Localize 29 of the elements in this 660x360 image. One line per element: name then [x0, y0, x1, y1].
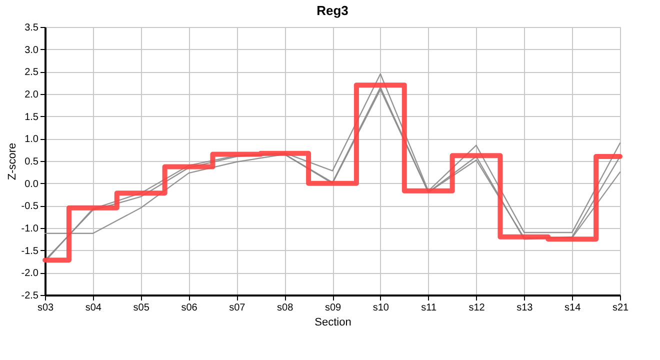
- x-tick-label: s04: [85, 302, 102, 314]
- y-tick-label: 1.5: [24, 112, 39, 123]
- chart-title: Reg3: [316, 3, 348, 18]
- x-tick-label: s13: [516, 302, 534, 314]
- x-tick-label: s08: [277, 302, 294, 314]
- y-tick-label: 2.5: [24, 67, 39, 78]
- x-tick-label: s14: [564, 302, 582, 314]
- x-tick-label: s06: [181, 302, 198, 314]
- y-tick-label: -1.0: [21, 224, 39, 234]
- x-tick-label: s12: [468, 302, 486, 314]
- x-tick-label: s21: [612, 302, 629, 314]
- y-tick-label: -2.5: [21, 290, 39, 302]
- y-tick-label: 0.5: [24, 156, 39, 168]
- x-axis-title: Section: [314, 316, 352, 328]
- y-tick-label: 3.5: [24, 22, 39, 34]
- y-tick-label: 0.0: [24, 178, 39, 190]
- y-tick-label: 2.0: [24, 90, 39, 100]
- y-tick-label: -1.5: [21, 246, 39, 257]
- y-tick-label: -2.0: [21, 268, 39, 280]
- x-tick-label: s03: [37, 302, 54, 314]
- y-tick-label: -0.5: [21, 201, 39, 212]
- x-tick-label: s11: [421, 302, 437, 314]
- y-tick-label: 1.0: [24, 134, 39, 146]
- x-tick-label: s10: [372, 302, 390, 314]
- x-tick-label: s09: [324, 302, 342, 314]
- x-tick-label: s05: [133, 302, 150, 314]
- y-axis-title: Z-score: [6, 142, 18, 180]
- x-tick-label: s07: [229, 302, 246, 314]
- y-tick-label: 3.0: [24, 44, 39, 56]
